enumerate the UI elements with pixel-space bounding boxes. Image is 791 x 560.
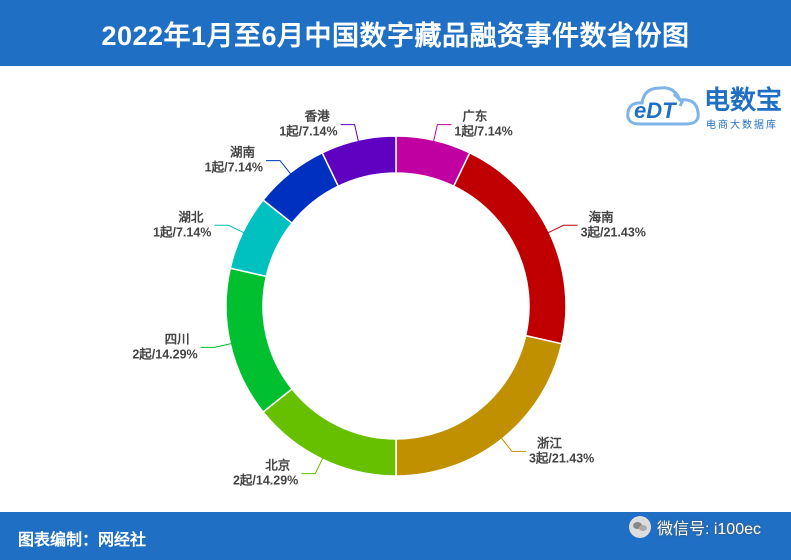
footer-bar: 图表编制：网经社 xyxy=(0,512,791,560)
leader-line-4 xyxy=(200,342,233,348)
slice-1 xyxy=(452,151,567,345)
slice-4 xyxy=(225,267,294,414)
leader-line-6 xyxy=(266,160,292,175)
slice-labels: 广东1起/7.14%海南3起/21.43%浙江3起/21.43%北京2起/14.… xyxy=(132,109,646,488)
wechat-watermark: 微信号: i100ec xyxy=(628,515,761,539)
leader-line-0 xyxy=(432,124,452,143)
slice-value-label-4: 2起/14.29% xyxy=(132,346,197,361)
watermark-text: 微信号: i100ec xyxy=(656,521,761,538)
donut-slices xyxy=(225,135,567,477)
leader-line-3 xyxy=(301,457,324,475)
slice-value-label-2: 3起/21.43% xyxy=(529,450,594,465)
slice-name-3: 北京 xyxy=(265,458,291,473)
edt-logo: eDT 电数宝 电商大数据库 xyxy=(622,72,790,136)
slice-name-1: 海南 xyxy=(589,209,615,224)
slice-name-2: 浙江 xyxy=(537,435,563,450)
leader-line-7 xyxy=(340,124,360,143)
slice-7 xyxy=(321,135,397,188)
leader-lines xyxy=(200,124,578,475)
logo-mark: eDT xyxy=(634,98,676,123)
logo-brand: 电数宝 xyxy=(704,85,783,115)
leader-line-5 xyxy=(214,224,245,234)
slice-value-label-6: 1起/7.14% xyxy=(205,160,263,175)
leader-line-2 xyxy=(500,437,526,452)
slice-value-label-5: 1起/7.14% xyxy=(153,224,211,239)
slice-value-label-3: 2起/14.29% xyxy=(233,473,298,488)
slice-value-label-1: 3起/21.43% xyxy=(581,224,646,239)
cloud-icon xyxy=(626,86,700,126)
wechat-icon xyxy=(628,516,651,538)
slice-value-label-0: 1起/7.14% xyxy=(454,124,512,139)
slice-name-0: 广东 xyxy=(462,109,488,124)
slice-value-label-7: 1起/7.14% xyxy=(279,124,337,139)
leader-line-1 xyxy=(547,224,578,234)
slice-name-5: 湖北 xyxy=(178,209,204,224)
donut-chart: 广东1起/7.14%海南3起/21.43%浙江3起/21.43%北京2起/14.… xyxy=(132,109,646,488)
slice-name-4: 四川 xyxy=(165,332,190,346)
footer-credit: 图表编制：网经社 xyxy=(18,532,147,549)
slice-name-6: 湖南 xyxy=(230,145,256,160)
slice-name-7: 香港 xyxy=(304,109,331,124)
chart-title: 2022年1月至6月中国数字藏品融资事件数省份图 xyxy=(0,0,791,66)
logo-subtitle: 电商大数据库 xyxy=(706,120,778,131)
